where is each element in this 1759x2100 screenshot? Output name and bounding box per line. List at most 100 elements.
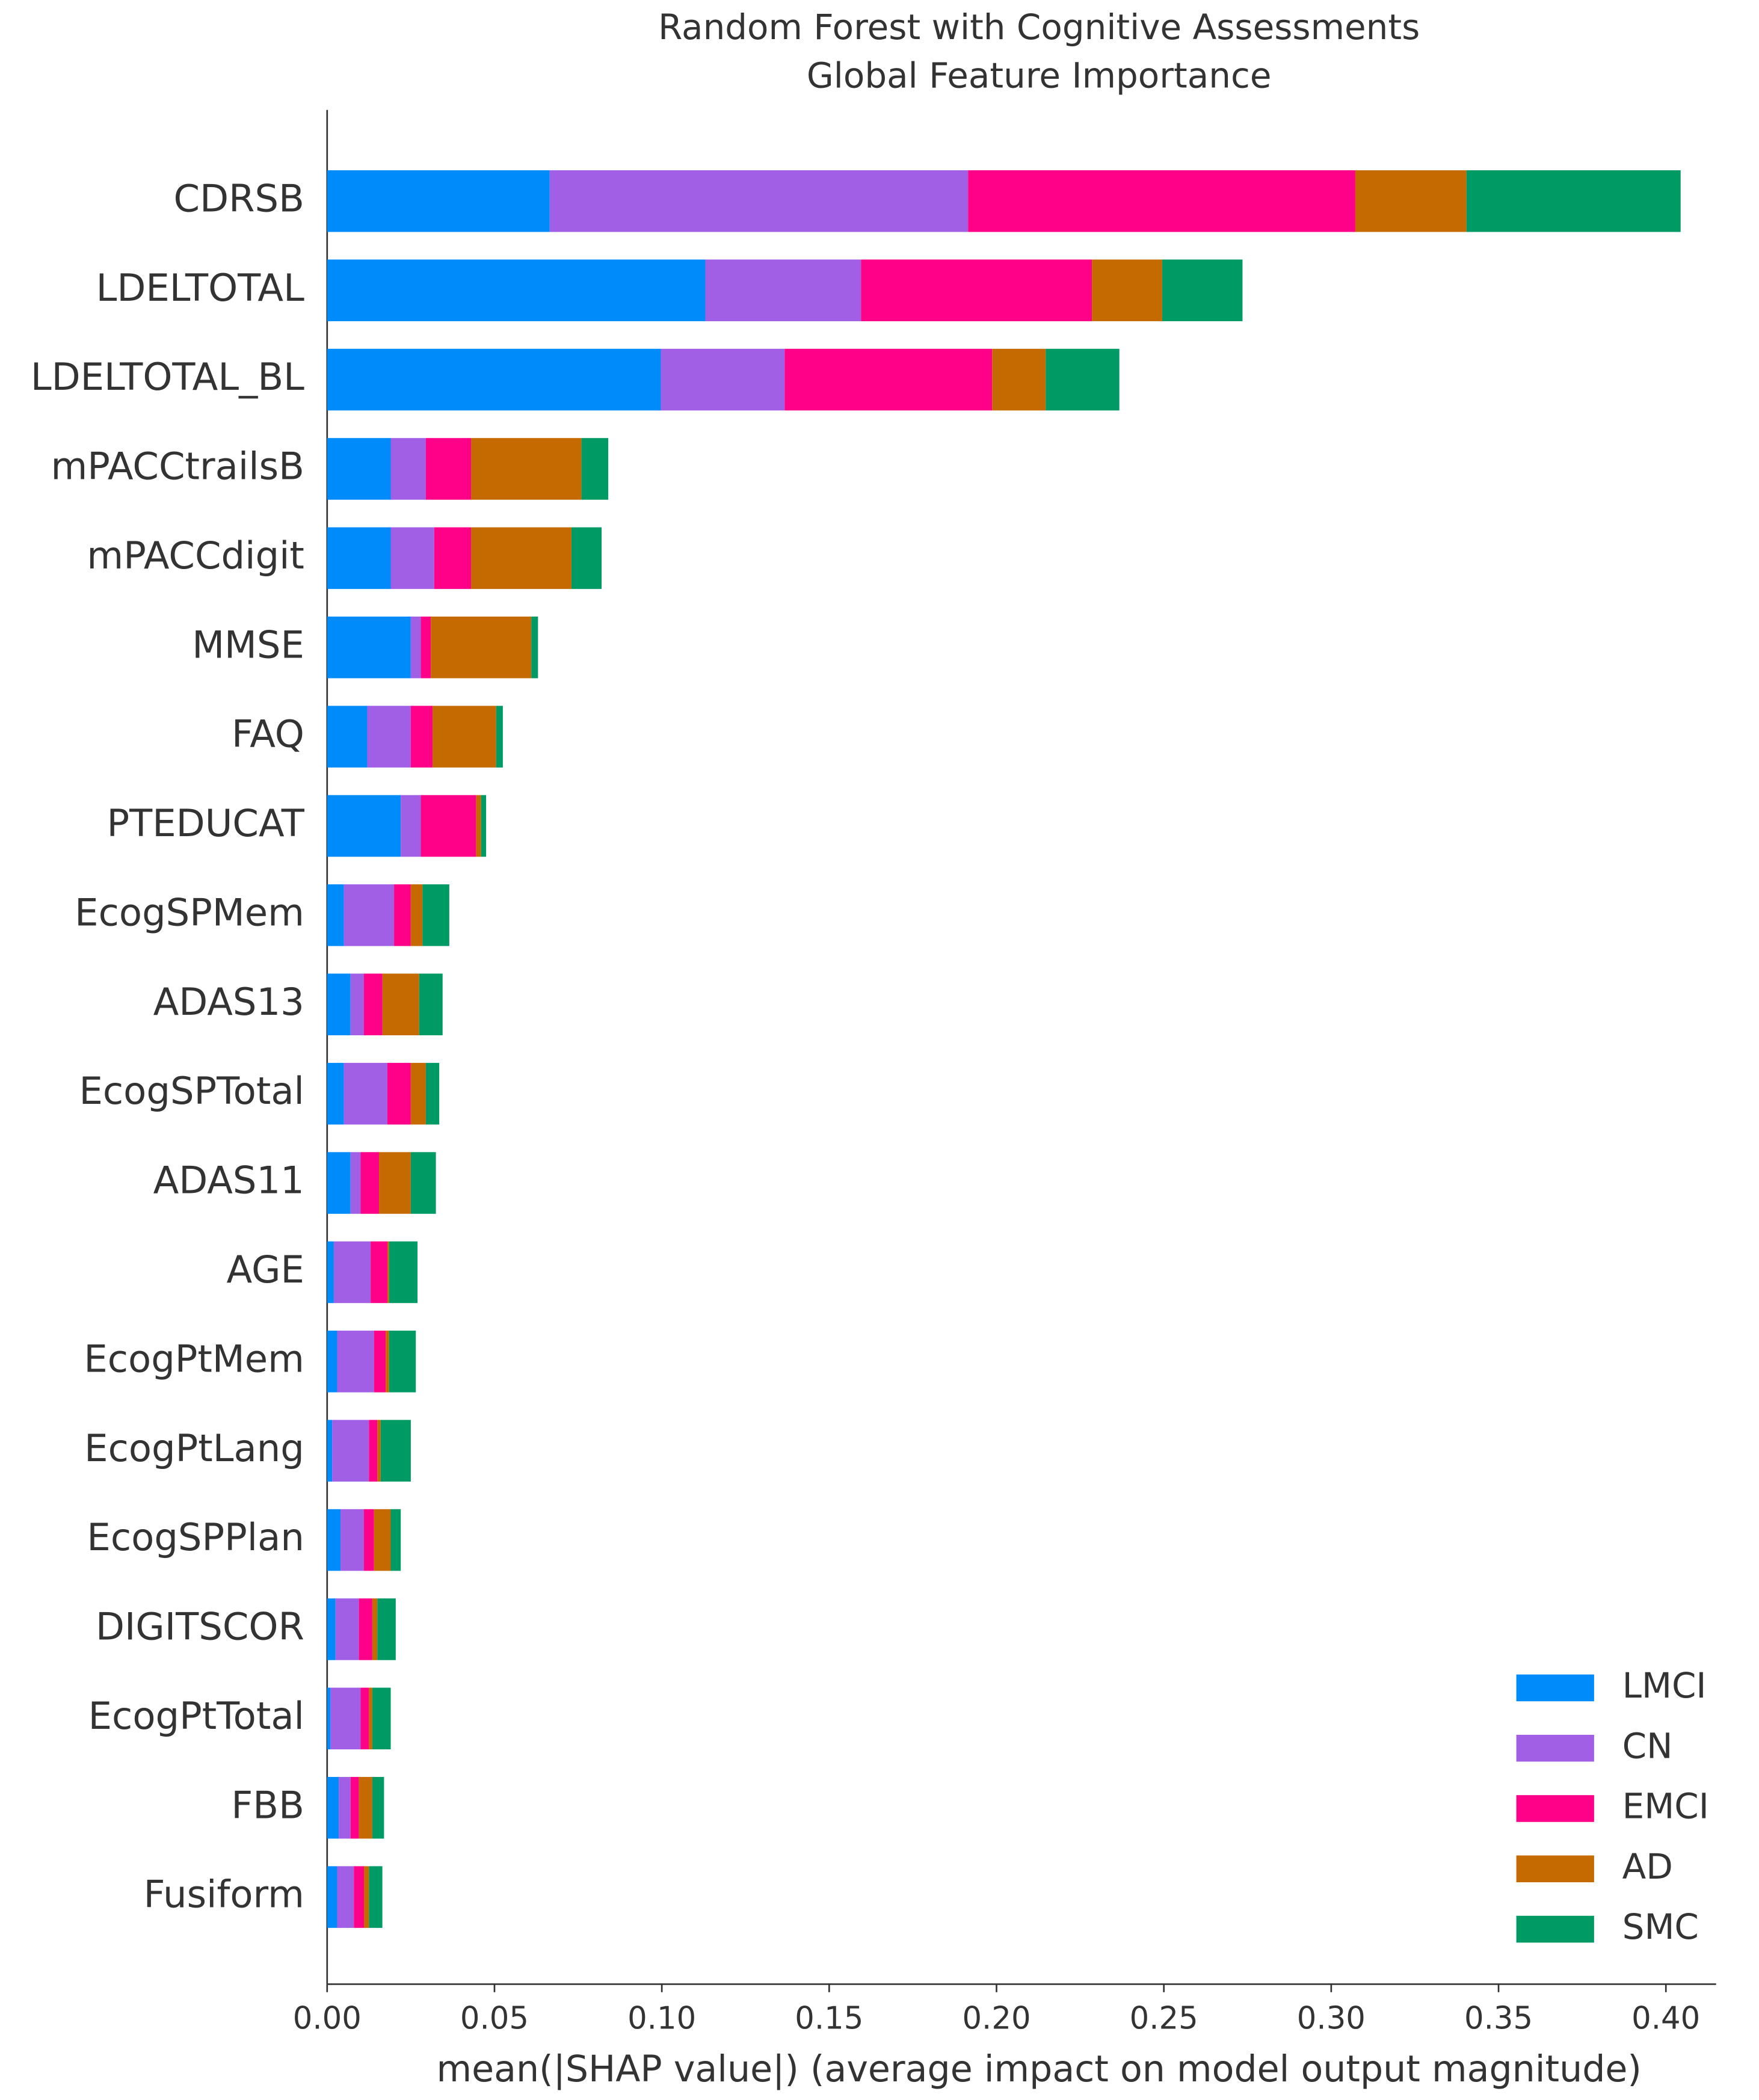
bar-segment [327,884,344,946]
bar-segment [332,1420,369,1482]
bar-segment [380,1420,411,1482]
bar-segment [481,795,487,857]
bar-segment [422,884,449,946]
bar-segment [327,1866,337,1928]
chart-title: Random Forest with Cognitive Assessments [658,7,1420,48]
bar-segment [369,1866,383,1928]
bar-segment [410,1062,426,1125]
x-tick-label: 0.00 [293,2001,362,2037]
bar-segment [471,438,582,500]
bar-segment [327,1241,334,1304]
bar-segment [389,1331,416,1393]
bar-segment [382,973,419,1036]
bar-segment [1162,259,1243,321]
bar-segment [425,1062,440,1125]
y-tick-label: FBB [231,1783,304,1827]
bar-segment [476,795,481,857]
bar-segment [327,1687,331,1750]
bar-segment [359,1598,372,1660]
bar-segment [371,1241,387,1304]
bar-segment [420,616,431,679]
bar-segment [327,259,706,321]
y-tick-label: ADAS13 [153,980,304,1024]
bar-segment [343,884,395,946]
bar-segment [410,616,421,679]
y-tick-label: EcogPtLang [84,1426,304,1470]
bar-segment [784,348,993,411]
bar-segment [401,795,421,857]
chart-subtitle: Global Feature Importance [807,55,1272,96]
y-tick-label: LDELTOTAL_BL [31,355,304,399]
bar-segment [367,706,411,768]
bar-segment [354,1866,364,1928]
bar-segment [327,170,550,232]
bar-segment [374,1509,391,1571]
bar-segment [705,259,861,321]
bar-segment [327,348,661,411]
x-tick-label: 0.15 [795,2001,863,2037]
bar-segment [327,1776,339,1839]
y-tick-label: ADAS11 [153,1159,304,1202]
bar-segment [350,1776,359,1839]
legend-swatch [1516,1915,1594,1943]
bar-segment [390,527,434,590]
legend-swatch [1516,1674,1594,1702]
bar-segment [968,170,1355,232]
y-tick-label: Fusiform [144,1873,304,1917]
bar-segment [387,1241,389,1304]
bar-segment [327,527,391,590]
legend-label: LMCI [1622,1665,1707,1706]
x-tick-label: 0.20 [962,2001,1030,2037]
bar-segment [369,1687,372,1750]
bar-segment [327,1509,341,1571]
y-tick-label: EcogPtTotal [88,1694,304,1738]
bar-segment [420,795,476,857]
y-tick-label: PTEDUCAT [107,801,305,845]
bar-segment [374,1331,386,1393]
bar-segment [410,706,433,768]
bar-segment [389,1241,418,1304]
bar-segment [431,616,532,679]
y-tick-label: LDELTOTAL [96,266,305,310]
bar-segment [327,973,351,1036]
bar-segment [390,1509,401,1571]
legend-label: EMCI [1622,1786,1709,1827]
bar-segment [360,1152,380,1214]
bar-segment [372,1598,378,1660]
bar-segment [394,884,411,946]
y-tick-label: FAQ [232,712,304,756]
bar-segment [327,706,368,768]
bar-segment [327,1331,337,1393]
y-tick-label: MMSE [192,623,304,667]
bar-segment [387,1062,411,1125]
x-tick-label: 0.40 [1631,2001,1700,2037]
bar-segment [410,884,423,946]
y-tick-label: EcogSPTotal [79,1069,304,1113]
legend-swatch [1516,1734,1594,1762]
bar-segment [337,1866,354,1928]
y-tick-label: DIGITSCOR [96,1605,304,1649]
x-tick-label: 0.25 [1130,2001,1198,2037]
y-tick-label: EcogSPMem [75,890,304,934]
bar-segment [327,795,401,857]
y-tick-label: mPACCtrailsB [51,445,304,488]
bar-segment [581,438,609,500]
bar-segment [386,1331,389,1393]
bar-segment [531,616,538,679]
bar-segment [496,706,503,768]
bar-segment [372,1687,391,1750]
bar-segment [333,1241,371,1304]
y-tick-label: mPACCdigit [87,534,304,577]
bar-segment [571,527,602,590]
bar-segment [1466,170,1681,232]
bar-segment [330,1687,361,1750]
bar-segment [363,1509,374,1571]
bar-segment [377,1420,381,1482]
y-tick-label: CDRSB [174,176,304,220]
bar-segment [434,527,472,590]
bar-segment [549,170,969,232]
bar-segment [425,438,472,500]
bar-segment [433,706,496,768]
bar-segment [350,1152,361,1214]
